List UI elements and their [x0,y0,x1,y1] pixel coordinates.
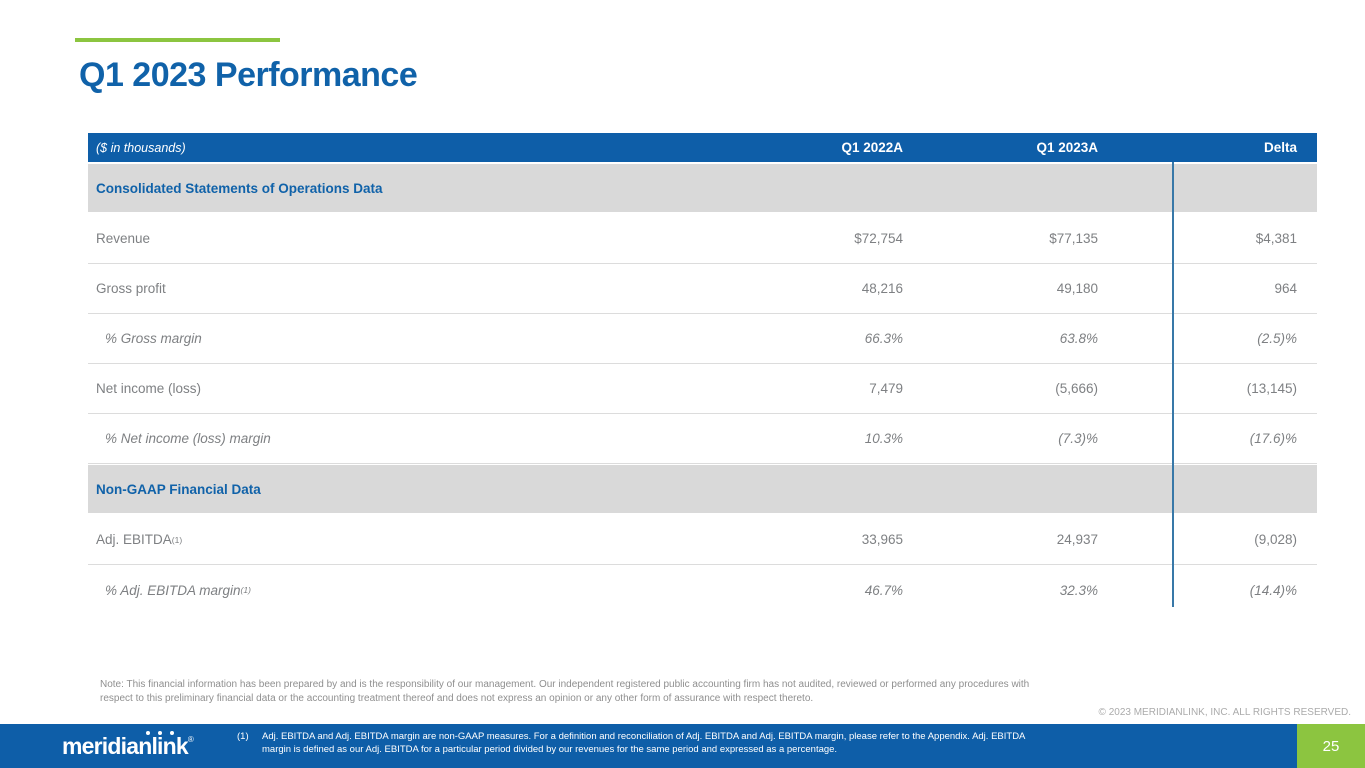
row-label: % Net income (loss) margin [105,431,271,446]
value-delta: 964 [1274,281,1297,296]
logo-dot-icon [158,731,162,735]
table-row-gross-margin: % Gross margin 66.3% 63.8% (2.5)% [88,314,1317,364]
table-row-net-income-margin: % Net income (loss) margin 10.3% (7.3)% … [88,414,1317,464]
logo-dot-icon [146,731,150,735]
value-delta: (17.6)% [1249,431,1297,446]
section-row-non-gaap: Non-GAAP Financial Data [88,465,1317,513]
row-label: Adj. EBITDA (1) [96,532,183,547]
row-label: Revenue [96,231,151,246]
column-header-q1-2022a: Q1 2022A [841,140,903,155]
delta-column-divider [1172,162,1174,607]
table-row-net-income: Net income (loss) 7,479 (5,666) (13,145) [88,364,1317,414]
value-delta: (9,028) [1254,532,1297,547]
logo-dot-icon [170,731,174,735]
page-title: Q1 2023 Performance [79,56,418,94]
accent-line [75,38,280,42]
value-q1-2022a: 48,216 [861,281,903,296]
meridianlink-logo: meridianlink® [62,731,194,760]
value-q1-2023a: 24,937 [1056,532,1098,547]
note-line-2: respect to this preliminary financial da… [100,692,814,704]
row-label: % Gross margin [105,331,202,346]
section-row-operations-data: Consolidated Statements of Operations Da… [88,164,1317,212]
table-header-row: ($ in thousands) Q1 2022A Q1 2023A Delta [88,133,1317,162]
table-row-adj-ebitda: Adj. EBITDA (1) 33,965 24,937 (9,028) [88,515,1317,565]
value-q1-2023a: 49,180 [1056,281,1098,296]
section-label: Consolidated Statements of Operations Da… [96,180,383,196]
footnote-line-1: Adj. EBITDA and Adj. EBITDA margin are n… [262,731,1026,742]
column-header-q1-2023a: Q1 2023A [1036,140,1098,155]
value-delta: (2.5)% [1257,331,1297,346]
row-label-text: % Adj. EBITDA margin [105,582,241,598]
value-q1-2022a: 46.7% [864,582,903,598]
table-unit-label: ($ in thousands) [96,140,186,155]
footnote-marker: (1) [237,731,249,742]
table-row-revenue: Revenue $72,754 $77,135 $4,381 [88,214,1317,264]
section-label: Non-GAAP Financial Data [96,481,261,497]
footnote-line-2: margin is defined as our Adj. EBITDA for… [262,743,838,755]
value-delta: (14.4)% [1249,582,1297,598]
footnote-text: Adj. EBITDA and Adj. EBITDA margin are n… [262,731,1102,756]
page-number-badge: 25 [1297,724,1365,768]
table-row-gross-profit: Gross profit 48,216 49,180 964 [88,264,1317,314]
value-q1-2023a: 63.8% [1059,331,1098,346]
value-q1-2023a: 32.3% [1059,582,1098,598]
row-label: Net income (loss) [96,381,202,396]
value-q1-2022a: 7,479 [869,381,903,396]
row-label-text: Adj. EBITDA [96,532,172,547]
value-q1-2022a: 10.3% [864,431,903,446]
table-row-adj-ebitda-margin: % Adj. EBITDA margin (1) 46.7% 32.3% (14.… [88,565,1317,615]
note-line-1: Note: This financial information has bee… [100,679,1030,690]
value-q1-2022a: 33,965 [861,532,903,547]
footer-bar: meridianlink® (1) Adj. EBITDA and Adj. E… [0,724,1365,768]
row-label: % Adj. EBITDA margin (1) [105,582,251,598]
registered-mark: ® [187,735,194,744]
logo-text: meridianlink [62,733,189,759]
value-delta: (13,145) [1246,381,1297,396]
value-q1-2022a: 66.3% [864,331,903,346]
value-q1-2023a: $77,135 [1049,231,1098,246]
column-header-delta: Delta [1263,140,1297,155]
value-q1-2023a: (5,666) [1055,381,1098,396]
copyright-text: © 2023 MERIDIANLINK, INC. ALL RIGHTS RES… [1098,707,1351,718]
value-q1-2022a: $72,754 [854,231,903,246]
value-delta: $4,381 [1255,231,1297,246]
row-label: Gross profit [96,281,166,296]
note-text: Note: This financial information has bee… [100,678,1029,705]
value-q1-2023a: (7.3)% [1058,431,1098,446]
performance-table: ($ in thousands) Q1 2022A Q1 2023A Delta… [88,133,1317,615]
